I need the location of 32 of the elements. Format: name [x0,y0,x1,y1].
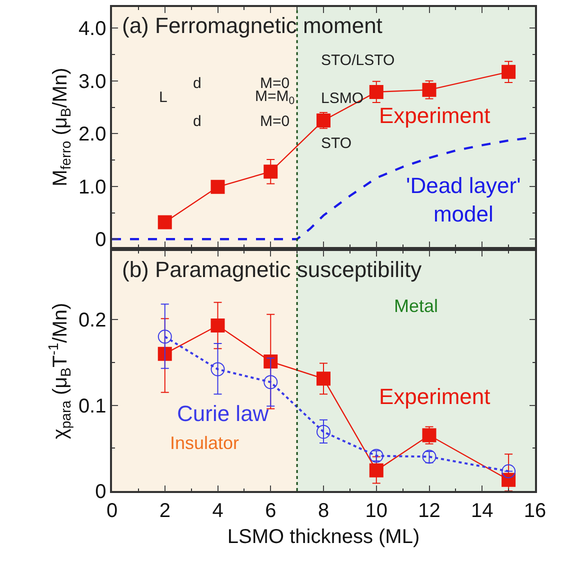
annotation: LSMO [321,90,364,107]
y-tick-label: 2.0 [78,124,106,146]
x-axis-title: LSMO thickness (ML) [227,526,420,548]
annotation: M=0 [260,113,290,130]
x-tick-label: 6 [265,500,276,522]
x-tick-label: 14 [471,500,494,522]
y-tick-label: 1.0 [78,176,106,198]
x-tick-label: 10 [365,500,388,522]
chart-title: (a) Ferromagnetic moment [122,13,382,38]
annotation: L [159,89,168,106]
x-tick-label: 12 [418,500,440,522]
series-label: Curie law [177,401,269,426]
x-tick-label: 2 [159,500,170,522]
y-tick-label: 4.0 [78,18,106,40]
y-tick-label: 0.2 [78,310,106,332]
annotation: STO [321,135,352,152]
y-tick-label: 0.1 [78,395,106,418]
x-tick-label: 8 [318,500,330,522]
band-label: Insulator [170,433,240,453]
y-tick-label: 0 [95,480,106,503]
x-tick-label: 16 [524,500,546,522]
series-label: 'Dead layer' model [406,173,521,227]
chart-title: (b) Paramagnetic susceptibility [122,257,422,282]
y-tick-label: 0 [95,229,106,252]
series-label: Experiment [379,103,490,128]
band-label: Metal [394,296,438,316]
annotation: d [193,113,202,130]
annotation: STO/LSTO [321,52,395,69]
x-tick-label: 4 [212,500,224,522]
series-label: Experiment [379,384,490,409]
annotation: d [193,75,202,92]
y-tick-label: 3.0 [78,70,106,93]
